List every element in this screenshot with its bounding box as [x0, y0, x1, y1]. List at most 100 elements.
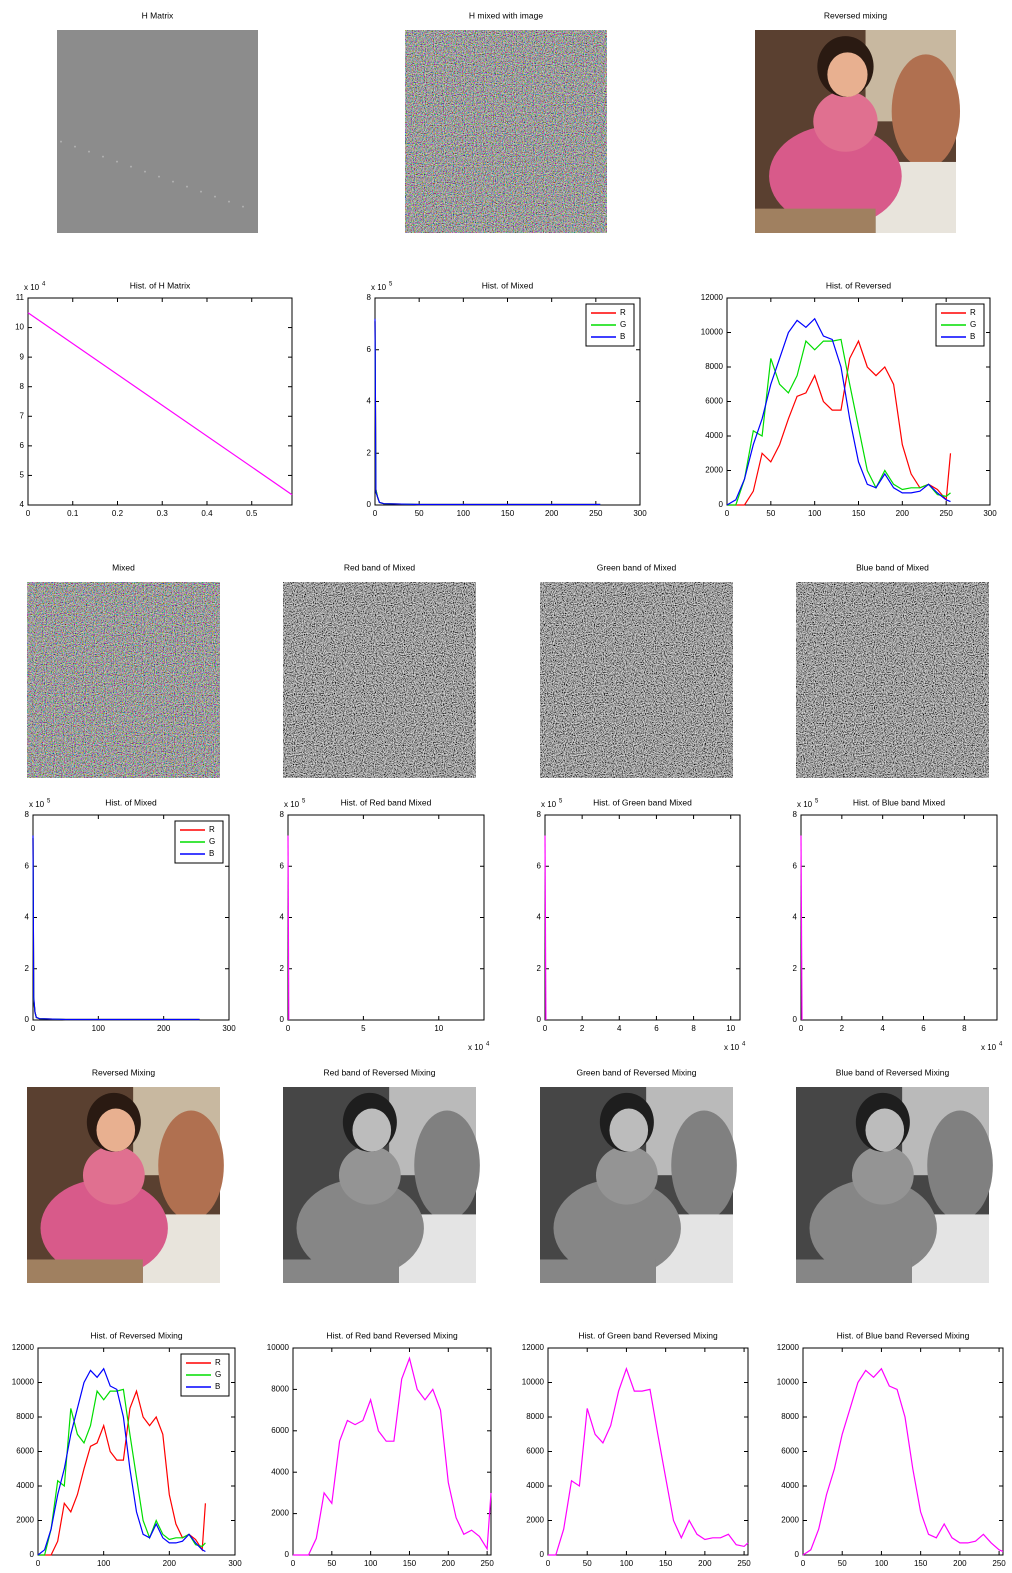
- x-tick-label: 50: [583, 1559, 592, 1568]
- x-tick-label: 0.2: [112, 509, 124, 518]
- photo-vase: [671, 1111, 737, 1221]
- chart-title: Hist. of Blue band Mixed: [853, 797, 945, 807]
- photo-face: [865, 1109, 904, 1152]
- image-title: Mixed: [112, 562, 135, 572]
- x-tick-label: 300: [633, 509, 647, 518]
- x-tick-label: 0.1: [67, 509, 79, 518]
- photo-body: [852, 1146, 914, 1205]
- image-title: Reversed Mixing: [92, 1067, 156, 1077]
- legend-label: R: [620, 308, 626, 317]
- y-multiplier-exp: 5: [47, 799, 51, 805]
- y-tick-label: 10000: [701, 328, 724, 337]
- chart-title: Hist. of Green band Mixed: [593, 797, 692, 807]
- x-tick-label: 50: [838, 1559, 847, 1568]
- image-speck: [74, 146, 76, 148]
- chart-title: Hist. of Green band Reversed Mixing: [578, 1330, 718, 1340]
- y-tick-label: 2: [25, 964, 30, 973]
- image: [283, 582, 476, 778]
- y-tick-label: 12000: [777, 1343, 800, 1352]
- y-tick-label: 4: [793, 913, 798, 922]
- y-tick-label: 8000: [271, 1385, 289, 1394]
- photo-face: [96, 1109, 135, 1152]
- x-tick-label: 10: [434, 1024, 443, 1033]
- y-tick-label: 12000: [701, 293, 724, 302]
- legend-label: G: [209, 837, 215, 846]
- chart-title: Hist. of Red band Reversed Mixing: [326, 1330, 458, 1340]
- y-tick-label: 8: [367, 293, 372, 302]
- x-multiplier-exp: 4: [999, 1042, 1003, 1048]
- image: [540, 582, 733, 778]
- y-multiplier-exp: 4: [42, 282, 46, 288]
- chart-title: Hist. of Reversed: [826, 280, 891, 290]
- y-tick-label: 7: [20, 411, 25, 420]
- axes-frame: [28, 298, 292, 505]
- x-tick-label: 8: [691, 1024, 696, 1033]
- x-tick-label: 200: [442, 1559, 456, 1568]
- y-tick-label: 2000: [271, 1509, 289, 1518]
- x-multiplier-exp: 4: [742, 1042, 746, 1048]
- photo-vase: [158, 1111, 224, 1221]
- y-tick-label: 2000: [781, 1516, 799, 1525]
- x-tick-label: 100: [364, 1559, 378, 1568]
- axes-frame: [545, 815, 740, 1020]
- x-tick-label: 0: [725, 509, 730, 518]
- y-tick-label: 10000: [522, 1378, 545, 1387]
- y-tick-label: 8: [20, 382, 25, 391]
- x-tick-label: 150: [852, 509, 866, 518]
- image: [540, 1087, 737, 1283]
- x-tick-label: 0: [286, 1024, 291, 1033]
- y-tick-label: 4000: [271, 1467, 289, 1476]
- y-tick-label: 6000: [271, 1426, 289, 1435]
- y-tick-label: 6: [367, 345, 372, 354]
- x-multiplier: x 10: [981, 1043, 997, 1052]
- y-tick-label: 6000: [16, 1447, 34, 1456]
- x-tick-label: 0: [373, 509, 378, 518]
- x-tick-label: 200: [896, 509, 910, 518]
- chart-title: Hist. of Red band Mixed: [341, 797, 432, 807]
- x-tick-label: 250: [737, 1559, 751, 1568]
- image: [755, 30, 960, 233]
- y-tick-label: 0: [280, 1015, 285, 1024]
- image-speck: [102, 156, 104, 158]
- y-tick-label: 6: [25, 861, 30, 870]
- y-tick-label: 2: [793, 964, 798, 973]
- y-tick-label: 6: [20, 441, 25, 450]
- legend-label: R: [970, 308, 976, 317]
- y-tick-label: 4000: [526, 1481, 544, 1490]
- legend-label: B: [209, 849, 214, 858]
- y-tick-label: 0: [285, 1550, 290, 1559]
- x-tick-label: 100: [92, 1024, 106, 1033]
- y-tick-label: 5: [20, 471, 25, 480]
- x-multiplier-exp: 4: [486, 1042, 490, 1048]
- y-tick-label: 8000: [16, 1412, 34, 1421]
- x-tick-label: 6: [654, 1024, 659, 1033]
- y-tick-label: 4: [367, 397, 372, 406]
- y-tick-label: 10000: [267, 1343, 290, 1352]
- y-tick-label: 4: [25, 913, 30, 922]
- x-multiplier: x 10: [724, 1043, 740, 1052]
- image: [796, 582, 989, 778]
- y-tick-label: 0: [793, 1015, 798, 1024]
- y-multiplier: x 10: [541, 800, 557, 809]
- y-multiplier: x 10: [24, 283, 40, 292]
- y-multiplier-exp: 5: [302, 799, 306, 805]
- y-tick-label: 8: [793, 810, 798, 819]
- photo-vase: [927, 1111, 993, 1221]
- x-tick-label: 0: [31, 1024, 36, 1033]
- axes-frame: [803, 1348, 1003, 1555]
- figure: H MatrixH mixed with imageReversed mixin…: [0, 0, 1012, 1573]
- y-tick-label: 4000: [705, 431, 723, 440]
- y-tick-label: 6000: [705, 397, 723, 406]
- y-tick-label: 9: [20, 352, 25, 361]
- chart-title: Hist. of H Matrix: [130, 280, 191, 290]
- image-speck: [228, 201, 230, 203]
- image-speck: [144, 171, 146, 173]
- image-title: Green band of Mixed: [597, 562, 677, 572]
- photo-floor: [283, 1259, 399, 1283]
- image-title: H Matrix: [142, 10, 174, 20]
- y-tick-label: 6000: [781, 1447, 799, 1456]
- x-tick-label: 0: [36, 1559, 41, 1568]
- photo-floor: [27, 1259, 143, 1283]
- y-tick-label: 10: [15, 323, 24, 332]
- x-tick-label: 250: [939, 509, 953, 518]
